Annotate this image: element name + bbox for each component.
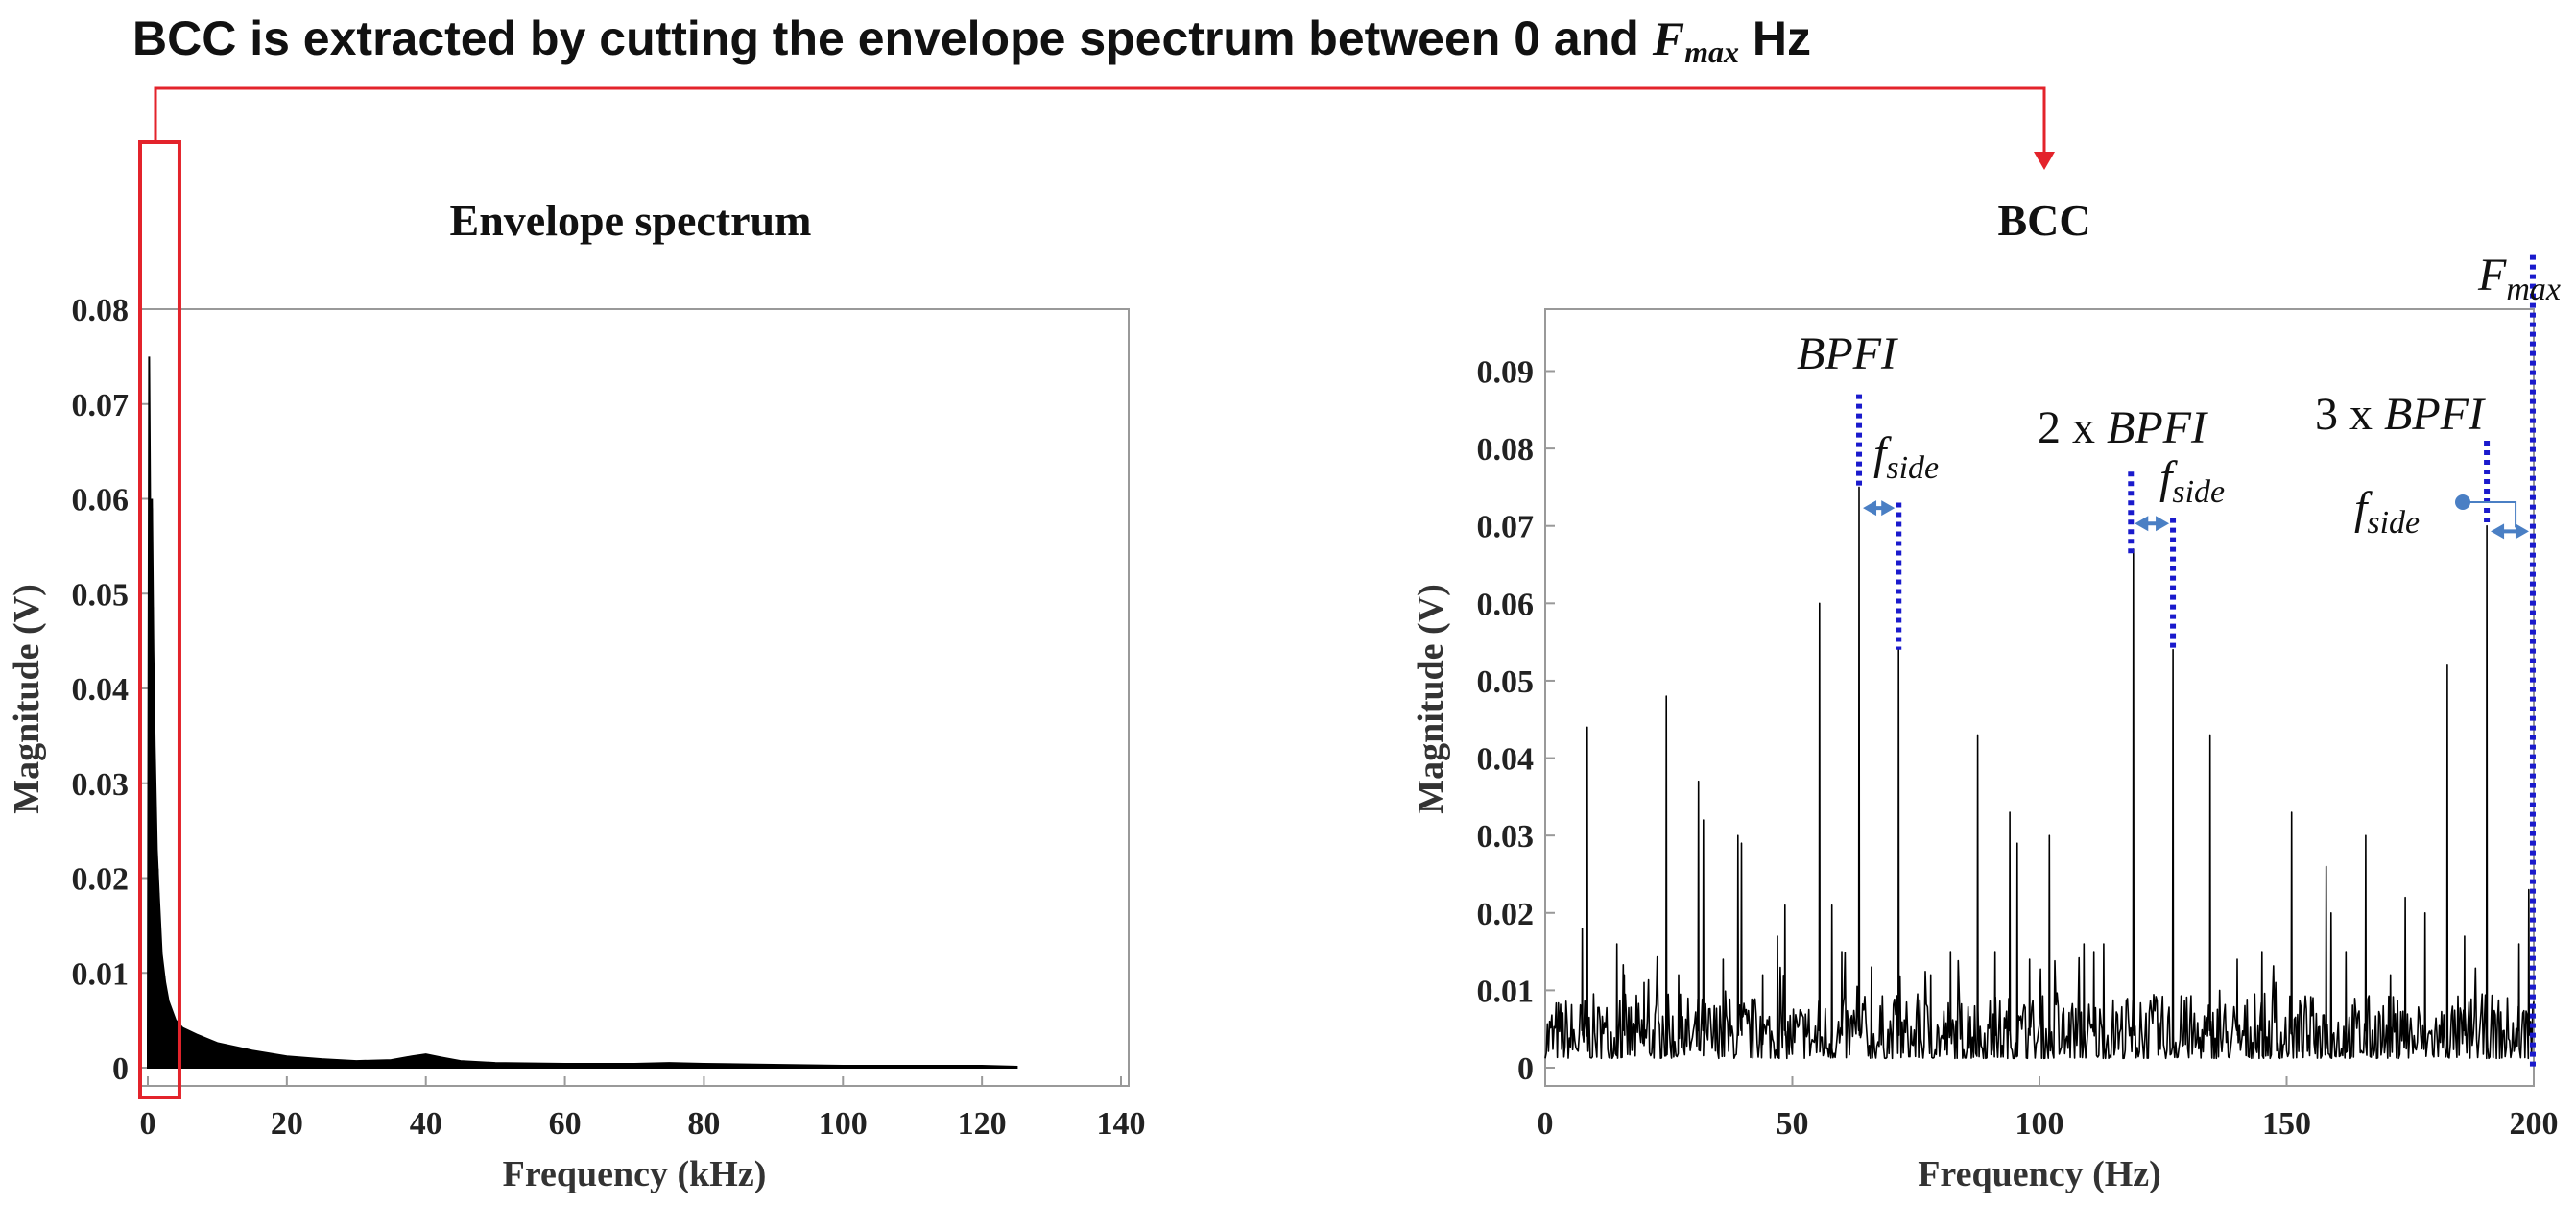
fside-2-sub: side [2172,474,2225,510]
selection-box [138,140,181,1099]
bcc-xtick-label: 200 [2510,1106,2559,1142]
fside-3-label: fside [2354,483,2420,541]
bcc-xlabel: Frequency (Hz) [1918,1154,2161,1194]
envelope-xtick-label: 40 [410,1106,442,1142]
bpfi-2-prefix: 2 x [2038,402,2107,453]
bcc-ytick-label: 0.08 [1477,432,1535,468]
connector-line [154,86,2046,156]
bcc-xtick-label: 100 [2015,1106,2064,1142]
fside-3-leader-line [2463,501,2517,528]
bcc-xtick-label: 50 [1777,1106,1809,1142]
headline-hz: Hz [1739,12,1811,65]
envelope-ytick-label: 0.05 [72,577,130,613]
fmax-f: F [2477,250,2507,301]
bcc-series-line [1544,486,2535,1060]
bpfi-2-label: 2 x BPFI [2038,402,2208,453]
envelope-plot-frame [139,308,1130,1087]
bpfi-2-name: BPFI [2107,402,2208,453]
fside-1-sub: side [1886,450,1939,486]
envelope-xtick-label: 120 [958,1106,1007,1142]
fside-2-label: fside [2159,452,2225,510]
envelope-ticks: 0 20 40 60 80 100 120 140 0 0.01 0.02 0.03 0.04 0.05 0… [72,293,1146,1142]
envelope-xtick-label: 80 [687,1106,720,1142]
envelope-ytick-label: 0.06 [72,483,130,518]
bcc-markers [1856,254,2536,1068]
bcc-ytick-label: 0.02 [1477,897,1535,932]
envelope-ytick-label: 0.04 [72,672,130,708]
bpfi-3-name: BPFI [2384,389,2486,440]
bcc-ytick-label: 0.05 [1477,664,1535,700]
envelope-xtick-label: 0 [140,1106,156,1142]
envelope-ylabel: Magnitude (V) [7,584,47,814]
bcc-ylabel: Magnitude (V) [1411,584,1451,814]
bcc-ytick-label: 0.09 [1477,354,1535,390]
bcc-ticks: 0 50 100 150 200 0 0.01 0.02 0.03 0.04 0.05 0.06 0.0… [1477,354,2559,1142]
bpfi-3-label: 3 x BPFI [2315,389,2486,440]
bcc-xtick-label: 150 [2262,1106,2311,1142]
bcc-ytick-label: 0.07 [1477,510,1535,545]
envelope-ytick-label: 0 [112,1051,129,1087]
connector-arrow [154,86,2055,170]
bcc-xtick-label: 0 [1538,1106,1554,1142]
sideband-arrowhead-right [1881,500,1896,517]
envelope-xtick-label: 140 [1097,1106,1146,1142]
envelope-ytick-label: 0.08 [72,293,130,328]
sideband-arrowhead-left [2135,516,2149,532]
fside-3-sub: side [2367,505,2420,541]
fmax-label: Fmax [2477,250,2561,307]
bcc-ytick-label: 0.03 [1477,819,1535,855]
sideband-arrowhead-right [2156,516,2170,532]
headline-fmax: F [1652,12,1684,65]
envelope-ytick-label: 0.01 [72,956,130,992]
sideband-arrows [1863,494,2529,540]
envelope-trace [147,356,1018,1069]
bcc-ytick-label: 0.04 [1477,742,1535,778]
envelope-ytick-label: 0.03 [72,767,130,803]
envelope-ytick-label: 0.02 [72,862,130,898]
bcc-ytick-label: 0.06 [1477,587,1535,622]
bcc-chart: BCC 0 50 100 150 200 0 0.01 0.02 0.03 0.04 0.05 0.0… [1411,196,2561,1194]
bcc-trace [1544,486,2535,1060]
envelope-title: Envelope spectrum [450,196,812,245]
envelope-xtick-label: 60 [549,1106,582,1142]
bpfi-3-prefix: 3 x [2315,389,2384,440]
sideband-arrowhead-left [2491,523,2505,540]
envelope-xlabel: Frequency (kHz) [503,1154,767,1194]
fmax-sub: max [2506,272,2561,307]
envelope-spectrum-chart: Envelope spectrum 0 20 40 60 80 100 120 140 0 0.0… [7,140,1146,1194]
headline-fmax-sub: max [1684,35,1739,69]
fside-1-label: fside [1873,428,1939,486]
headline-text: BCC is extracted by cutting the envelope… [132,12,1653,65]
connector-arrowhead [2034,152,2055,170]
envelope-series-line [147,356,1018,1069]
envelope-xtick-label: 100 [819,1106,868,1142]
bcc-title: BCC [1997,196,2090,245]
bpfi-1-label: BPFI [1797,328,1898,379]
headline: BCC is extracted by cutting the envelope… [132,12,1811,69]
bcc-ytick-label: 0.01 [1477,974,1535,1009]
envelope-xtick-label: 20 [271,1106,303,1142]
sideband-arrowhead-right [2515,523,2529,540]
bcc-ytick-label: 0 [1517,1051,1534,1087]
sideband-arrowhead-left [1863,500,1877,517]
envelope-ytick-label: 0.07 [72,388,130,423]
